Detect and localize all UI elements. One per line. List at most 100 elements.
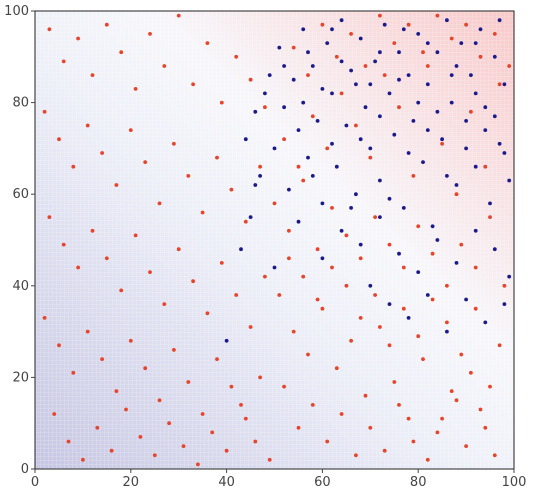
scatter-point-series-1 <box>143 366 148 371</box>
scatter-point-series-1 <box>478 54 483 59</box>
scatter-point-series-1 <box>301 274 306 279</box>
scatter-point-series-2 <box>425 128 430 133</box>
scatter-point-series-1 <box>104 256 109 261</box>
scatter-point-series-2 <box>473 41 478 45</box>
scatter-point-series-2 <box>416 32 421 36</box>
scatter-point-series-2 <box>464 297 468 302</box>
scatter-point-series-1 <box>229 187 234 192</box>
scatter-point-series-1 <box>272 201 277 206</box>
scatter-point-series-1 <box>186 380 191 384</box>
scatter-point-series-1 <box>378 13 382 18</box>
scatter-point-series-2 <box>330 27 334 32</box>
y-tick-label: 40 <box>12 279 29 294</box>
scatter-point-series-2 <box>401 27 406 32</box>
scatter-point-series-2 <box>492 114 497 119</box>
scatter-point-series-2 <box>358 137 363 142</box>
scatter-point-series-1 <box>191 82 196 87</box>
scatter-point-series-1 <box>469 109 473 114</box>
scatter-point-series-1 <box>349 32 353 36</box>
scatter-point-series-1 <box>296 164 301 169</box>
scatter-point-series-2 <box>306 155 310 160</box>
scatter-point-series-2 <box>325 41 330 45</box>
scatter-point-series-1 <box>330 265 334 270</box>
scatter-point-series-2 <box>368 82 373 87</box>
scatter-point-series-2 <box>320 87 325 91</box>
scatter-point-series-1 <box>497 82 502 87</box>
scatter-point-series-1 <box>497 343 502 348</box>
scatter-point-series-2 <box>306 50 310 55</box>
scatter-point-series-1 <box>200 412 205 416</box>
scatter-point-series-1 <box>47 215 52 220</box>
scatter-point-series-2 <box>445 18 449 23</box>
scatter-point-series-1 <box>406 22 411 27</box>
scatter-point-series-1 <box>483 425 488 430</box>
scatter-point-series-1 <box>287 256 291 261</box>
scatter-point-series-1 <box>205 311 210 316</box>
scatter-point-series-1 <box>109 448 114 453</box>
scatter-point-series-1 <box>253 439 258 444</box>
scatter-point-series-2 <box>473 228 478 233</box>
scatter-point-series-1 <box>258 375 262 380</box>
scatter-point-series-2 <box>445 329 449 334</box>
scatter-point-series-1 <box>435 430 440 435</box>
scatter-point-series-2 <box>330 91 334 96</box>
scatter-point-series-2 <box>492 247 497 252</box>
scatter-point-series-1 <box>128 338 133 343</box>
scatter-point-series-2 <box>469 73 473 77</box>
scatter-point-series-2 <box>248 215 253 220</box>
scatter-point-series-2 <box>320 256 325 261</box>
scatter-point-series-2 <box>363 105 368 110</box>
scatter-point-series-2 <box>272 146 277 151</box>
scatter-point-series-1 <box>291 329 296 334</box>
scatter-point-series-1 <box>502 283 507 288</box>
scatter-point-series-2 <box>483 320 488 325</box>
scatter-point-series-1 <box>363 393 368 398</box>
scatter-point-series-2 <box>416 270 421 274</box>
scatter-point-series-1 <box>492 453 497 458</box>
scatter-point-series-1 <box>277 293 282 297</box>
scatter-point-series-1 <box>368 425 373 430</box>
scatter-point-series-1 <box>406 416 411 421</box>
scatter-point-series-1 <box>325 439 330 444</box>
scatter-point-series-1 <box>421 50 425 55</box>
scatter-point-series-1 <box>306 352 310 357</box>
scatter-point-series-1 <box>411 439 416 444</box>
scatter-point-series-2 <box>301 100 306 105</box>
scatter-point-series-2 <box>239 247 243 252</box>
scatter-point-series-1 <box>148 270 152 274</box>
scatter-point-series-1 <box>310 114 315 119</box>
scatter-point-series-1 <box>373 215 377 220</box>
x-tick-label: 20 <box>123 475 140 490</box>
scatter-point-series-1 <box>344 283 349 288</box>
scatter-point-series-1 <box>76 265 80 270</box>
scatter-point-series-1 <box>138 435 143 439</box>
scatter-point-series-2 <box>339 59 344 64</box>
scatter-point-series-1 <box>320 306 325 311</box>
scatter-point-series-1 <box>100 151 104 155</box>
scatter-point-series-1 <box>71 370 76 375</box>
scatter-point-series-1 <box>430 297 435 302</box>
scatter-point-series-1 <box>119 288 124 293</box>
scatter-point-series-1 <box>234 293 239 297</box>
scatter-point-series-2 <box>483 105 488 110</box>
scatter-point-series-1 <box>133 87 138 91</box>
scatter-point-series-1 <box>296 425 301 430</box>
scatter-point-series-1 <box>172 141 176 146</box>
scatter-point-series-1 <box>143 160 148 165</box>
scatter-point-series-1 <box>469 370 473 375</box>
scatter-point-series-2 <box>397 251 401 256</box>
scatter-point-series-2 <box>339 18 344 23</box>
scatter-point-series-2 <box>421 160 425 165</box>
scatter-point-series-1 <box>61 59 66 64</box>
scatter-point-series-1 <box>325 146 330 151</box>
scatter-point-series-1 <box>354 123 358 128</box>
scatter-point-series-1 <box>90 228 95 233</box>
scatter-point-series-1 <box>76 36 80 41</box>
scatter-point-series-1 <box>373 293 377 297</box>
scatter-point-series-1 <box>239 403 243 407</box>
scatter-point-series-1 <box>349 338 353 343</box>
scatter-point-series-2 <box>301 27 306 32</box>
scatter-point-series-1 <box>176 13 181 18</box>
scatter-point-series-1 <box>42 109 47 114</box>
scatter-point-series-1 <box>148 32 152 36</box>
